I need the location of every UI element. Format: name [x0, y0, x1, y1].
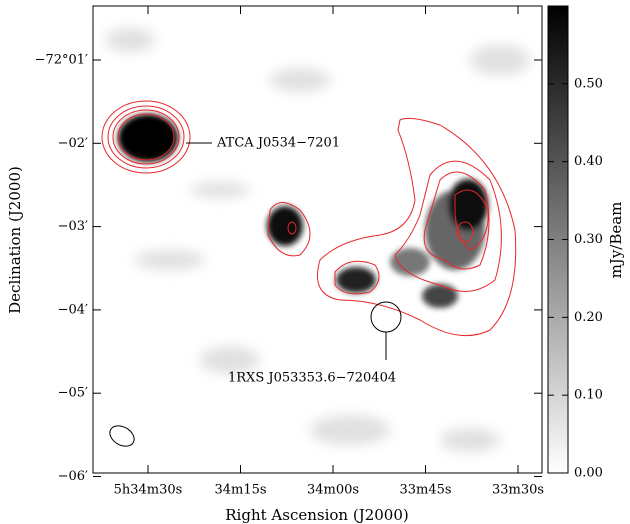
y-tick-label: −03′: [58, 219, 88, 234]
y-tick-label: −02′: [58, 136, 88, 151]
colorbar-tick-label: 0.10: [574, 388, 603, 403]
y-tick-label: −04′: [58, 302, 88, 317]
radio-image: [93, 6, 542, 473]
x-axis-label: Right Ascension (J2000): [225, 506, 408, 524]
colorbar-tick-label: 0.00: [574, 466, 603, 481]
colorbar-tick-label: 0.50: [574, 76, 603, 91]
annotation: 1RXS J053353.6−720404: [228, 371, 396, 386]
y-axis-label: Declination (J2000): [6, 166, 24, 314]
colorbar-tick-label: 0.30: [574, 232, 603, 247]
y-tick-label: −72°01′: [35, 53, 88, 68]
x-tick-label: 33m45s: [399, 483, 451, 498]
x-tick-label: 34m15s: [214, 483, 266, 498]
colorbar-tick-label: 0.20: [574, 310, 603, 325]
x-tick-label: 34m00s: [307, 483, 359, 498]
x-tick-label: 5h34m30s: [114, 483, 183, 498]
y-tick-label: −05′: [58, 386, 88, 401]
colorbar-tick-label: 0.40: [574, 154, 603, 169]
chart: ATCA J0534−7201 1RXS J053353.6−720404 Ri…: [0, 0, 630, 524]
annotation: ATCA J0534−7201: [216, 136, 340, 151]
colorbar-label: mJy/Beam: [607, 202, 625, 279]
x-tick-label: 33m30s: [492, 483, 544, 498]
y-tick-label: −06′: [58, 469, 88, 484]
